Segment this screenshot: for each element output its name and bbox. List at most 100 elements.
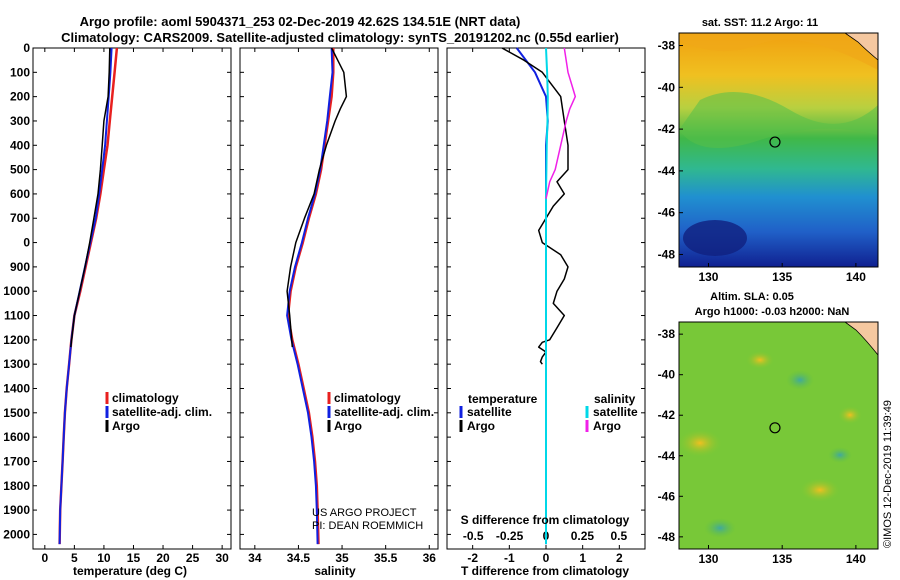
map-y-tick-label: -38 <box>658 39 676 53</box>
legend-label-clim: climatology <box>112 391 179 405</box>
x-tick-label: 35.5 <box>374 551 398 565</box>
y-tick-label: 600 <box>10 187 30 201</box>
legend-label-t-argo: Argo <box>467 419 495 433</box>
sla-negative-anomaly <box>786 370 814 390</box>
x-tick-label: 34 <box>248 551 262 565</box>
x-tick-label: 15 <box>127 551 141 565</box>
map-y-tick-label: -48 <box>658 530 676 544</box>
sla-positive-anomaly <box>678 429 722 457</box>
y-tick-label: 1000 <box>3 284 30 298</box>
temperature-legend: climatology satellite-adj. clim. Argo <box>105 391 212 433</box>
map-y-tick-label: -46 <box>658 489 676 503</box>
legend-label-s-argo: Argo <box>593 419 621 433</box>
y-tick-label: 500 <box>10 163 30 177</box>
map-x-tick-label: 140 <box>846 552 866 566</box>
y-tick-label: 0 <box>23 236 30 250</box>
salinity-xlabel: salinity <box>314 564 356 578</box>
map-y-tick-label: -40 <box>658 80 676 94</box>
map-y-tick-label: -46 <box>658 206 676 220</box>
s-tick-label: 0.5 <box>610 529 627 543</box>
salinity-legend: climatology satellite-adj. clim. Argo <box>327 391 434 433</box>
difference-legend-s: salinity satellite Argo <box>585 392 638 433</box>
salinity-panel-frame <box>239 47 439 550</box>
sst-map-frame <box>678 32 879 268</box>
y-tick-label: 300 <box>10 114 30 128</box>
sla-positive-anomaly <box>746 351 774 369</box>
x-tick-label: -2 <box>467 551 478 565</box>
y-tick-label: 1500 <box>3 406 30 420</box>
y-tick-label: 2000 <box>3 527 30 541</box>
y-tick-label: 100 <box>10 65 30 79</box>
legend-label-sat: satellite-adj. clim. <box>112 405 212 419</box>
map-y-tick-label: -40 <box>658 368 676 382</box>
difference-xlabel: T difference from climatology <box>461 564 629 578</box>
map-x-tick-label: 140 <box>846 270 866 284</box>
x-tick-label: 30 <box>215 551 229 565</box>
sst-argo-location-marker <box>769 136 781 148</box>
series-argo <box>70 47 111 348</box>
difference-legend-t: temperature satellite Argo <box>459 392 538 433</box>
x-tick-label: 20 <box>156 551 170 565</box>
sst-cold-patch <box>683 220 747 256</box>
difference-xlabel2: S difference from climatology <box>461 513 630 527</box>
series-s-satellite <box>545 47 549 545</box>
x-tick-label: 1 <box>579 551 586 565</box>
imos-timestamp: ©IMOS 12-Dec-2019 11:39:49 <box>882 400 894 548</box>
temperature-xlabel: temperature (deg C) <box>73 564 187 578</box>
y-tick-label: 1600 <box>3 430 30 444</box>
x-tick-label: 35 <box>335 551 349 565</box>
s-tick-label: -0.25 <box>496 529 524 543</box>
legend-label-s-sat: satellite <box>593 405 638 419</box>
y-tick-label: 0 <box>23 41 30 55</box>
sla-map-title1: Altim. SLA: 0.05 <box>710 291 794 303</box>
x-tick-label: 34.5 <box>287 551 311 565</box>
sla-positive-anomaly <box>800 478 840 502</box>
sst-map: 130 135 140 -38 -40 -42 -44 -46 -48 <box>658 32 879 284</box>
y-tick-label: 700 <box>10 211 30 225</box>
map-y-tick-label: -44 <box>658 164 676 178</box>
y-tick-label: 1700 <box>3 454 30 468</box>
series-t-argo <box>501 47 569 365</box>
credit-line2: PI: DEAN ROEMMICH <box>312 520 423 532</box>
series-argo <box>286 47 348 348</box>
sst-map-title: sat. SST: 11.2 Argo: 11 <box>702 17 818 29</box>
y-tick-label: 1100 <box>4 309 30 323</box>
title-line2: Climatology: CARS2009. Satellite-adjuste… <box>61 30 619 45</box>
x-tick-label: 2 <box>616 551 623 565</box>
legend-label-sat: satellite-adj. clim. <box>334 405 434 419</box>
x-tick-label: 0 <box>543 551 550 565</box>
y-tick-label: 1900 <box>3 503 30 517</box>
map-y-tick-label: -44 <box>658 449 676 463</box>
x-tick-label: 0 <box>41 551 48 565</box>
sst-map-axes: 130 135 140 -38 -40 -42 -44 -46 -48 <box>658 39 867 284</box>
map-y-tick-label: -42 <box>658 408 676 422</box>
series-t-satellite <box>515 47 549 545</box>
map-x-tick-label: 130 <box>698 552 718 566</box>
series-satellite-adj-clim- <box>286 47 334 545</box>
y-tick-label: 1400 <box>3 381 30 395</box>
sst-warm-patch <box>679 33 878 70</box>
legend-label-argo: Argo <box>334 419 362 433</box>
sst-green-band <box>679 92 878 148</box>
sla-positive-anomaly <box>838 406 862 424</box>
map-y-tick-label: -38 <box>658 327 676 341</box>
legend-label-t-sat: satellite <box>467 405 512 419</box>
sla-negative-anomaly <box>828 447 852 463</box>
y-tick-label: 200 <box>10 90 30 104</box>
temperature-panel-frame <box>32 47 232 550</box>
x-tick-label: 10 <box>97 551 111 565</box>
s-tick-label: 0.25 <box>571 529 595 543</box>
sla-map-title2: Argo h1000: -0.03 h2000: NaN <box>695 306 850 318</box>
legend-head-temperature: temperature <box>468 392 538 406</box>
y-tick-label: 900 <box>10 260 30 274</box>
difference-plot: -2 -1 0 1 2-0.5 -0.25 0 0.25 0.5 <box>447 47 645 565</box>
series-climatology <box>58 47 119 545</box>
x-tick-label: 36 <box>423 551 437 565</box>
legend-label-argo: Argo <box>112 419 140 433</box>
y-tick-label: 1300 <box>3 357 30 371</box>
s-tick-label: -0.5 <box>463 529 484 543</box>
map-x-tick-label: 130 <box>698 270 718 284</box>
map-y-tick-label: -48 <box>658 247 676 261</box>
sla-map: 130 135 140 -38 -40 -42 -44 -46 -48 <box>658 321 879 566</box>
